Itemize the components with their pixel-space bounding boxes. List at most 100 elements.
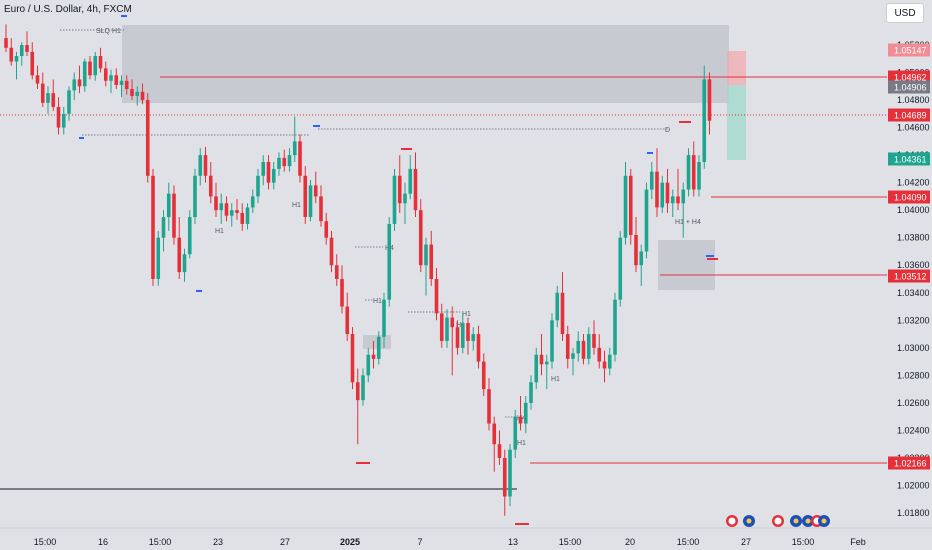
svg-text:1.04361: 1.04361 — [894, 155, 927, 165]
svg-text:1.03512: 1.03512 — [894, 272, 927, 282]
candle — [345, 292, 350, 341]
candle — [555, 285, 560, 328]
candle — [61, 106, 66, 135]
candle — [308, 179, 313, 222]
price-tick-label: 1.04600 — [897, 123, 930, 133]
candle — [14, 51, 19, 80]
candle — [497, 430, 502, 465]
candle — [124, 75, 129, 95]
time-axis[interactable]: 15:00 16 15:00 23 27 2025 7 13 15:00 20 15:00 27 15:… — [34, 537, 866, 547]
candle — [445, 309, 449, 348]
candle — [686, 148, 691, 197]
candle — [193, 168, 197, 224]
candle — [655, 148, 659, 218]
eu-flag-icon[interactable] — [802, 515, 814, 527]
candle — [161, 210, 166, 252]
time-tick-label: 27 — [741, 537, 751, 547]
candle — [25, 31, 29, 57]
position-target-box — [727, 85, 746, 160]
candle — [187, 210, 192, 259]
candle — [319, 185, 323, 227]
candle — [93, 51, 98, 81]
candle — [429, 230, 434, 286]
candle — [376, 331, 381, 365]
candle — [439, 303, 444, 348]
candle — [67, 86, 71, 121]
candle — [539, 334, 544, 376]
candle — [471, 327, 476, 351]
candle — [355, 368, 360, 445]
svg-text:1.04906: 1.04906 — [894, 83, 927, 93]
price-badge: 1.04962 — [888, 70, 930, 84]
candle — [256, 168, 260, 204]
time-tick-label: 15:00 — [677, 537, 700, 547]
candle — [151, 168, 155, 286]
candle — [560, 272, 565, 341]
eu-flag-icon[interactable] — [790, 515, 802, 527]
currency-button[interactable]: USD — [886, 3, 924, 23]
candle — [529, 375, 533, 410]
candle — [135, 86, 140, 106]
candle — [208, 162, 213, 204]
candle — [282, 149, 287, 172]
candle — [240, 203, 245, 231]
price-tick-label: 1.04800 — [897, 95, 930, 105]
time-tick-label: 15:00 — [34, 537, 57, 547]
candle — [466, 317, 470, 355]
candle — [229, 203, 234, 227]
candle — [19, 42, 24, 66]
time-tick-label: 27 — [280, 537, 290, 547]
candle — [40, 72, 45, 107]
annotation-label: H1 — [456, 322, 465, 329]
candle — [156, 230, 161, 286]
candle — [382, 292, 386, 348]
time-tick-label: 15:00 — [792, 537, 815, 547]
candle — [88, 56, 92, 80]
candle — [35, 65, 40, 90]
candle — [30, 42, 35, 80]
time-tick-label: 20 — [625, 537, 635, 547]
candle — [56, 97, 61, 135]
supply-zone-top — [122, 25, 729, 103]
price-tick-label: 1.04200 — [897, 178, 930, 188]
candle — [172, 185, 176, 245]
price-badge: 1.04689 — [888, 108, 930, 122]
candle — [681, 182, 686, 238]
candle — [565, 325, 570, 369]
candle — [518, 396, 523, 431]
candle — [691, 141, 696, 197]
annotation-label: H1 + H4 — [675, 219, 701, 226]
candle — [261, 155, 266, 186]
annotation-label: H1 — [373, 298, 382, 305]
candle — [271, 162, 276, 190]
candle — [455, 320, 460, 355]
eu-flag-icon[interactable] — [818, 515, 830, 527]
event-flags[interactable] — [726, 515, 830, 527]
eu-flag-icon[interactable] — [743, 515, 755, 527]
candle — [214, 182, 218, 218]
candle — [434, 267, 439, 321]
candle — [397, 155, 402, 213]
candle — [387, 217, 392, 307]
candle — [481, 353, 486, 396]
candle — [460, 313, 465, 354]
candle — [313, 171, 318, 204]
candle — [203, 146, 208, 183]
candle — [245, 203, 250, 230]
us-flag-icon[interactable] — [726, 515, 738, 527]
candle — [544, 354, 549, 390]
position-stop-box — [727, 51, 746, 85]
time-tick-label: 13 — [508, 537, 518, 547]
candle — [287, 148, 292, 172]
candle — [46, 86, 50, 114]
price-tick-label: 1.01800 — [897, 508, 930, 518]
price-tick-label: 1.04000 — [897, 205, 930, 215]
candle — [697, 155, 701, 197]
us-flag-icon[interactable] — [772, 515, 784, 527]
svg-text:1.02166: 1.02166 — [894, 459, 927, 469]
svg-text:1.04090: 1.04090 — [894, 193, 927, 203]
time-tick-label: 16 — [98, 537, 108, 547]
candle — [571, 347, 575, 376]
